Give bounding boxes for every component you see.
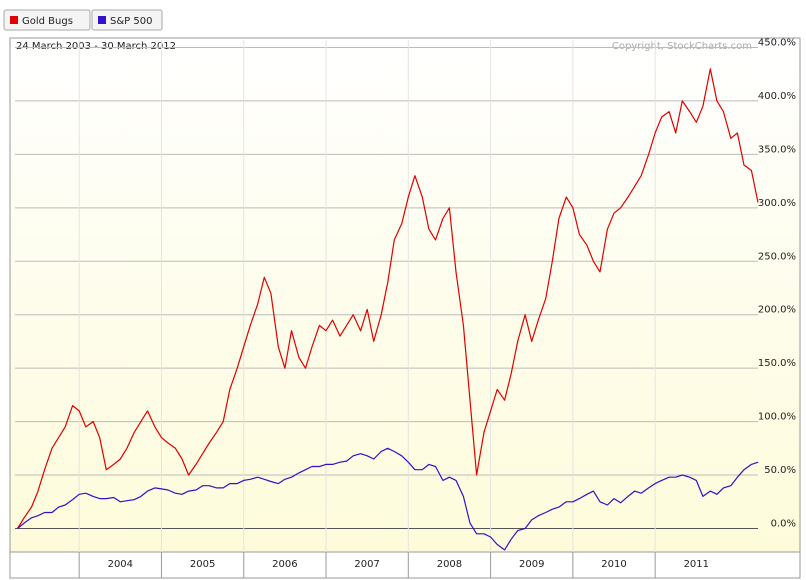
y-tick-label: 350.0% — [758, 144, 796, 155]
legend-button[interactable] — [3, 9, 91, 31]
y-tick-label: 50.0% — [764, 465, 796, 476]
x-tick-label: 2006 — [272, 559, 297, 570]
x-tick-label: 2009 — [519, 559, 544, 570]
series-line — [17, 447, 759, 551]
y-tick-label: 450.0% — [758, 37, 796, 48]
legend: Gold Bugs S&P 500 — [3, 9, 163, 31]
legend-swatch — [98, 16, 106, 24]
series-line — [16, 68, 759, 529]
y-tick-label: 400.0% — [758, 91, 796, 102]
y-tick-label: 0.0% — [771, 518, 796, 529]
x-tick-label: 2004 — [108, 559, 133, 570]
subtitle: 24 March 2003 - 30 March 2012 — [16, 41, 176, 52]
x-tick-label: 2007 — [354, 559, 379, 570]
legend-button[interactable] — [91, 9, 163, 31]
y-tick-label: 300.0% — [758, 198, 796, 209]
x-tick-label: 2008 — [437, 559, 462, 570]
y-tick-label: 100.0% — [758, 412, 796, 423]
y-tick-label: 250.0% — [758, 251, 796, 262]
x-tick-label: 2010 — [601, 559, 626, 570]
plot-frame — [9, 37, 801, 579]
copyright: Copyright, StockCharts.com — [612, 41, 752, 52]
y-tick-label: 150.0% — [758, 358, 796, 369]
legend-label: S&P 500 — [110, 16, 152, 27]
legend-swatch — [10, 16, 18, 24]
x-tick-label: 2005 — [190, 559, 215, 570]
y-tick-label: 200.0% — [758, 305, 796, 316]
x-axis-strip — [9, 551, 801, 579]
x-tick-label: 2011 — [684, 559, 709, 570]
legend-label: Gold Bugs — [22, 16, 73, 27]
